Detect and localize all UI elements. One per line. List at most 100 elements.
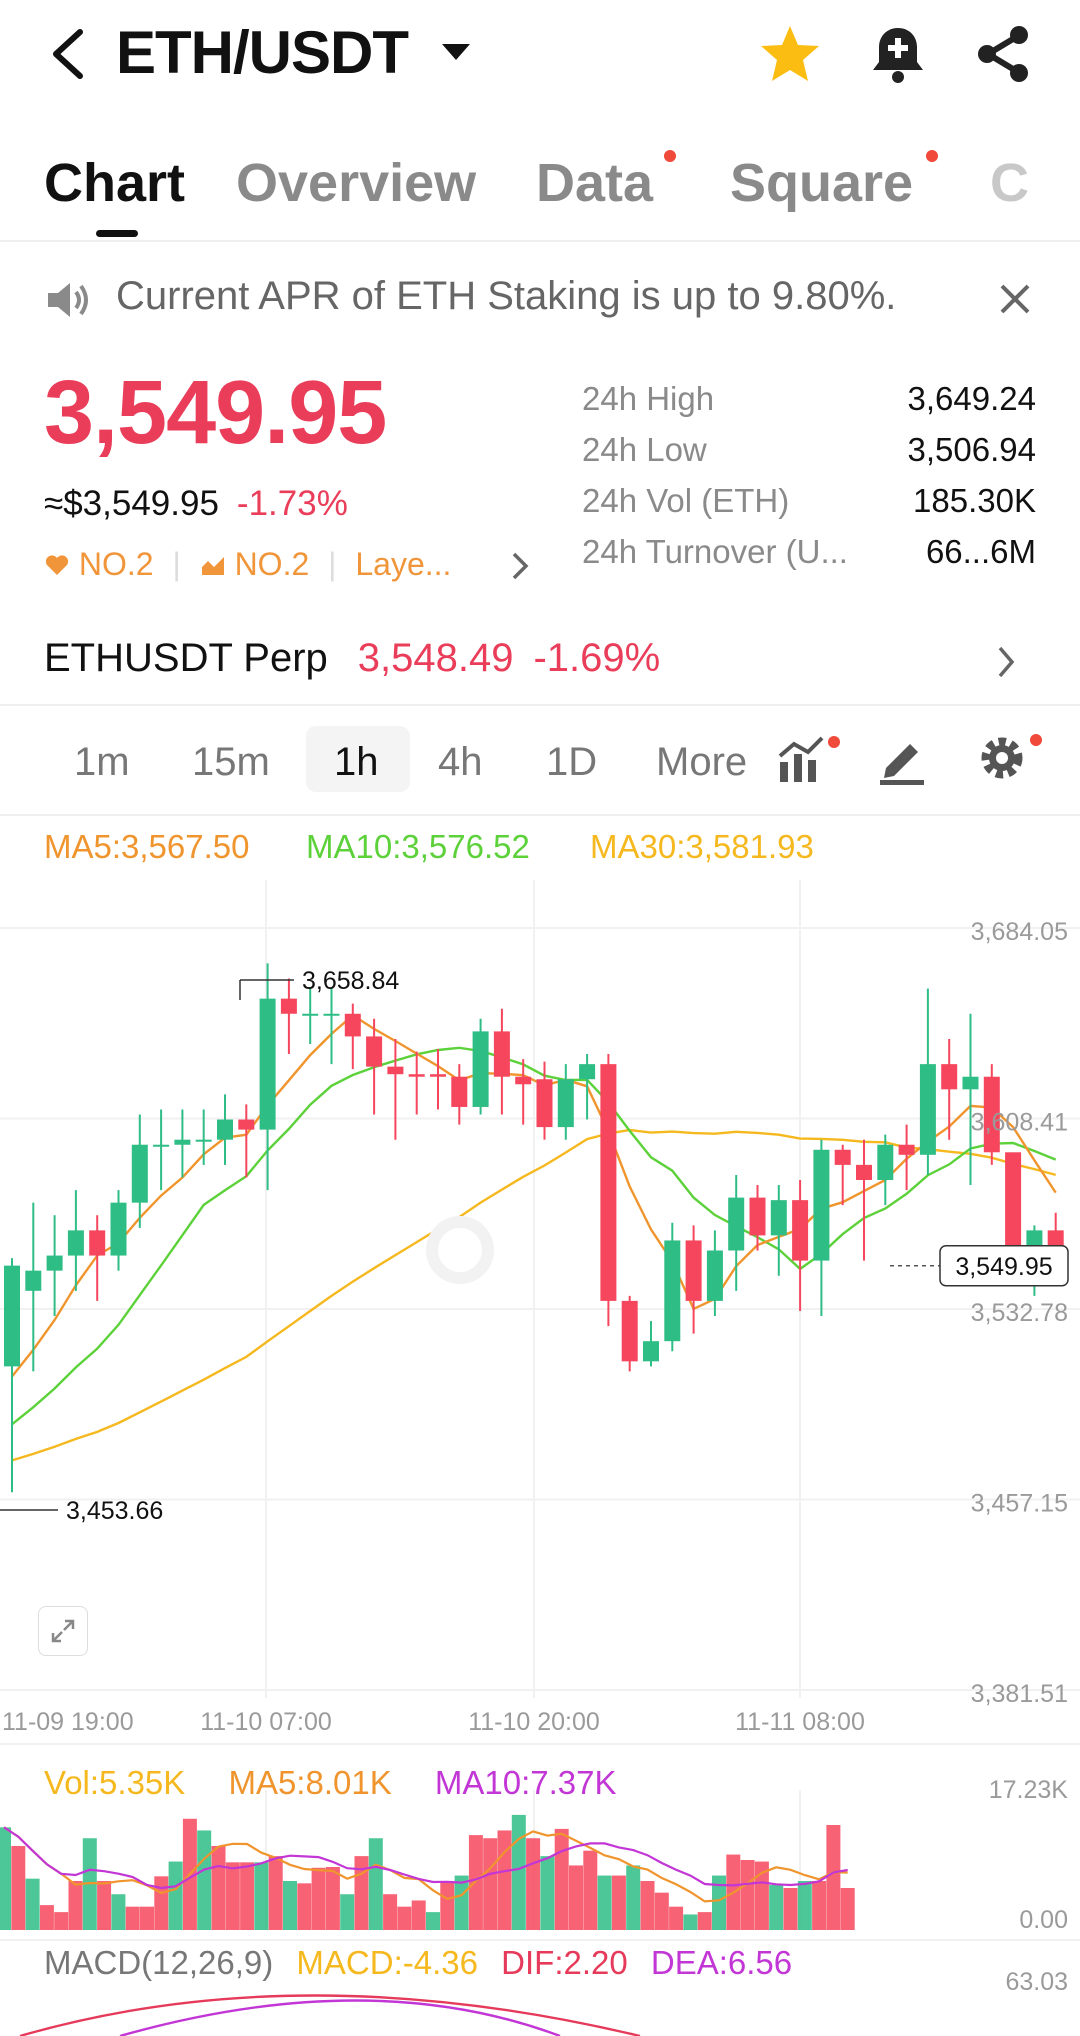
volume-bar: [683, 1914, 698, 1930]
candle-body: [536, 1079, 553, 1128]
candle: [792, 1179, 809, 1311]
indicator-icon[interactable]: [776, 732, 832, 784]
price-sub: ≈$3,549.95 -1.73%: [44, 484, 348, 524]
volume-bar: [468, 1835, 483, 1930]
announcement-text: Current APR of ETH Staking is up to 9.80…: [116, 274, 897, 318]
candle: [898, 1124, 915, 1191]
candle-body: [579, 1064, 596, 1080]
candle: [131, 1114, 148, 1228]
perp-row[interactable]: ETHUSDT Perp 3,548.49 -1.69%: [44, 636, 660, 681]
candle-body: [217, 1119, 233, 1140]
candle: [238, 1104, 255, 1178]
chevron-left-icon[interactable]: [44, 24, 94, 84]
candle: [174, 1109, 191, 1178]
candle-body: [749, 1197, 766, 1236]
gear-icon[interactable]: [976, 732, 1028, 784]
share-icon[interactable]: [972, 22, 1036, 86]
volume-bar: [812, 1881, 827, 1930]
candle-body: [344, 1013, 361, 1037]
volume-bar: [54, 1912, 69, 1930]
volume-bar: [283, 1881, 297, 1930]
candle-body: [1005, 1152, 1022, 1254]
macd-legend: MACD(12,26,9) MACD:-4.36 DIF:2.20 DEA:6.…: [44, 1944, 792, 1982]
interval-active-bg: [306, 726, 410, 792]
chevron-right-icon[interactable]: [994, 644, 1018, 680]
announcement-banner[interactable]: Current APR of ETH Staking is up to 9.80…: [0, 270, 1080, 330]
volume-bar: [82, 1838, 97, 1930]
chart-grid: [0, 880, 1080, 1698]
pair-title[interactable]: ETH/USDT: [116, 19, 409, 86]
candle: [813, 1139, 830, 1317]
y-axis-label: 3,457.15: [971, 1490, 1068, 1518]
y-axis: 3,684.05 3,608.41 3,532.78 3,457.15 3,381.51: [971, 918, 1068, 1708]
tab-more[interactable]: C: [990, 153, 1029, 213]
price-chart[interactable]: 3,684.05 3,608.41 3,532.78 3,457.15 3,381.51…: [0, 880, 1080, 2036]
volume-bar: [697, 1912, 712, 1930]
candle-body: [451, 1076, 468, 1107]
tab-square[interactable]: Square: [730, 153, 914, 213]
pencil-icon[interactable]: [876, 734, 928, 786]
chevron-right-icon[interactable]: [508, 550, 532, 582]
interval-1m[interactable]: 1m: [74, 740, 130, 784]
candle-body: [67, 1230, 84, 1256]
candle-body: [46, 1255, 63, 1271]
candle-body: [25, 1270, 42, 1291]
candle-body: [685, 1240, 702, 1301]
bell-plus-icon[interactable]: [866, 22, 930, 86]
volume-bar: [325, 1867, 340, 1930]
expand-button[interactable]: [38, 1606, 88, 1656]
candle: [621, 1295, 638, 1372]
volume-bar: [297, 1883, 312, 1930]
volume-bar: [511, 1814, 526, 1930]
volume-bar: [354, 1856, 369, 1930]
rank-tags[interactable]: NO.2 | NO.2 | Laye...: [44, 546, 451, 583]
volume-bar: [0, 1827, 11, 1930]
candle-body: [153, 1144, 170, 1147]
tab-data[interactable]: Data: [536, 153, 654, 213]
last-price-box: [939, 1245, 1069, 1287]
volume-bar: [426, 1912, 440, 1930]
candle: [387, 1038, 404, 1140]
candle: [685, 1225, 702, 1334]
tab-chart[interactable]: Chart: [44, 153, 186, 213]
candle-body: [493, 1031, 510, 1077]
perp-name: ETHUSDT Perp: [44, 636, 328, 680]
volume-bar: [540, 1856, 555, 1930]
interval-more[interactable]: More: [656, 740, 748, 784]
candle-body: [238, 1119, 255, 1130]
x-axis: 11-09 19:00 11-10 07:00 11-10 20:00 11-11 0…: [2, 1708, 865, 1736]
interval-4h[interactable]: 4h: [438, 740, 483, 784]
vol-value: Vol:5.35K: [44, 1764, 186, 1801]
candle-body: [131, 1144, 148, 1203]
interval-15m[interactable]: 15m: [192, 740, 270, 784]
ma30-legend: MA30:3,581.93: [590, 828, 814, 865]
chevron-down-icon[interactable]: [442, 44, 470, 60]
volume-bar: [168, 1861, 183, 1930]
watermark-logo: [426, 1216, 494, 1284]
tab-overview[interactable]: Overview: [236, 153, 477, 213]
candle: [217, 1094, 233, 1165]
candle: [919, 988, 936, 1175]
candle: [323, 988, 340, 1065]
candle: [600, 1054, 617, 1327]
x-axis-label: 11-10 07:00: [200, 1708, 332, 1736]
close-icon[interactable]: [998, 282, 1032, 316]
volume-bar: [411, 1900, 426, 1930]
candle-body: [664, 1240, 681, 1342]
perp-change: -1.69%: [533, 636, 661, 680]
volume-bar: [311, 1867, 326, 1930]
interval-1d[interactable]: 1D: [546, 740, 598, 784]
macd-value: MACD:-4.36: [296, 1944, 478, 1981]
candle: [728, 1174, 745, 1291]
volume-panel: 17.23K 0.00: [0, 1743, 1080, 1934]
volume-bar: [397, 1906, 412, 1930]
star-icon[interactable]: [758, 22, 822, 86]
interval-1h[interactable]: 1h: [334, 740, 379, 784]
speaker-icon: [48, 283, 88, 317]
volume-bar: [654, 1892, 669, 1930]
rank-tag-2: NO.2: [234, 546, 310, 582]
heart-icon: [45, 555, 69, 575]
volume-bar: [25, 1878, 40, 1930]
x-axis-label: 11-10 20:00: [468, 1708, 600, 1736]
tab-square-dot: [926, 150, 938, 162]
